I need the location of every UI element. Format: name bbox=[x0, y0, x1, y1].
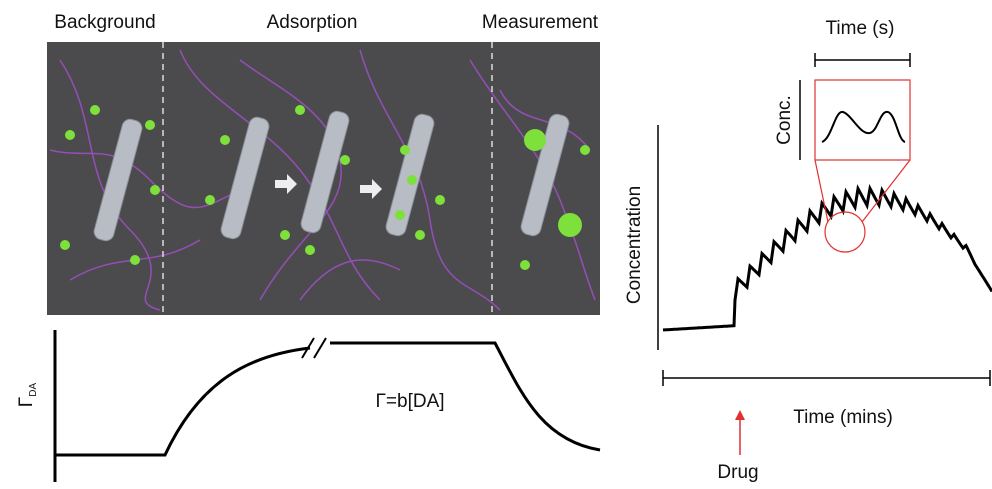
flow-arrows bbox=[275, 174, 382, 199]
adsorption-curve bbox=[55, 341, 601, 457]
adsorption-plot bbox=[53, 330, 601, 482]
neuron-fibers bbox=[49, 49, 596, 311]
inset-x-label: Time (s) bbox=[826, 18, 895, 39]
inset-trace bbox=[821, 110, 906, 143]
panel-label: Measurement bbox=[482, 12, 599, 33]
inset-y-label: Conc. bbox=[774, 95, 795, 145]
x-axis-label: Time (mins) bbox=[793, 407, 893, 428]
panel-label: Background bbox=[54, 12, 155, 33]
y-axis-label: ΓDA bbox=[16, 382, 39, 407]
concentration-plot bbox=[657, 53, 992, 455]
y-axis-label: Concentration bbox=[624, 186, 645, 304]
inset-box bbox=[814, 79, 911, 161]
electrode-illustration bbox=[47, 42, 600, 315]
concentration-trace bbox=[662, 183, 992, 332]
zoom-circle bbox=[824, 211, 866, 253]
gamma-subscript: DA bbox=[28, 382, 39, 396]
zoom-lines bbox=[814, 159, 911, 223]
axis-break bbox=[301, 337, 327, 359]
dopamine-molecules bbox=[60, 105, 590, 270]
equation: Γ=b[DA] bbox=[375, 391, 444, 412]
arrow-label: Drug bbox=[717, 462, 758, 483]
drug-arrowhead bbox=[735, 410, 745, 420]
gamma-symbol: Γ bbox=[16, 397, 37, 407]
panel-label: Adsorption bbox=[267, 12, 358, 33]
electrodes bbox=[93, 110, 570, 242]
